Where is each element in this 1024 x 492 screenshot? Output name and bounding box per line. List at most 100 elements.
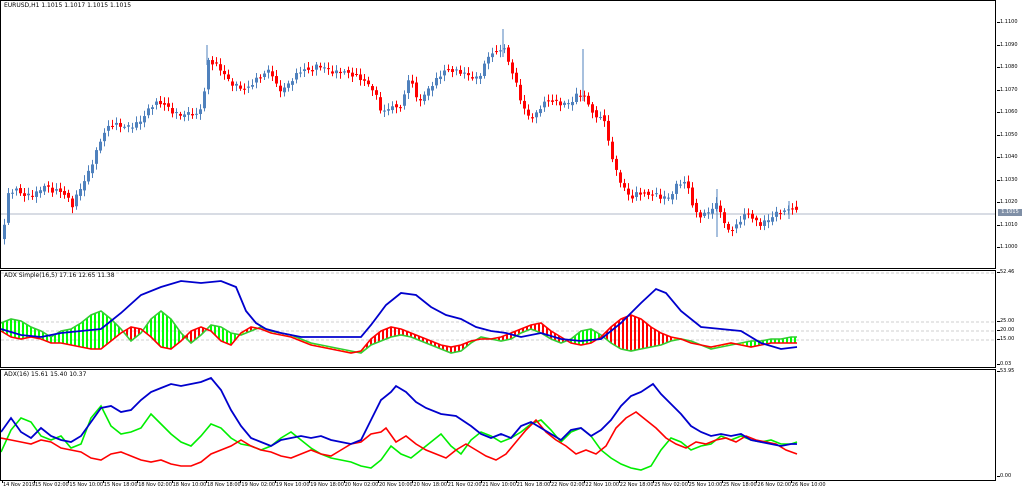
- candle: [783, 208, 786, 216]
- candle: [71, 195, 74, 214]
- candle: [539, 105, 542, 117]
- price-tick-mark: [997, 22, 1000, 23]
- price-tick-label: 1.1000: [1000, 244, 1018, 250]
- candle: [99, 138, 102, 154]
- time-tick-mark: [756, 481, 758, 483]
- candle: [435, 72, 438, 89]
- candle: [491, 47, 494, 63]
- adx-simple-tick-label: 0.03: [1000, 361, 1012, 367]
- candle: [391, 101, 394, 114]
- candle: [703, 209, 706, 219]
- candle: [419, 94, 422, 107]
- candle: [171, 102, 174, 118]
- candle: [631, 189, 634, 203]
- candle: [263, 70, 266, 81]
- candle: [463, 67, 466, 79]
- candle: [743, 208, 746, 226]
- candle: [691, 182, 694, 208]
- candle: [271, 65, 274, 81]
- candle: [3, 218, 6, 245]
- price-tick-label: 1.1050: [1000, 131, 1018, 138]
- candle: [479, 73, 482, 85]
- candle: [19, 184, 22, 196]
- time-axis[interactable]: 14 Nov 2019 15 Nov 02:00 15 Nov 10:00 15 No…: [0, 481, 996, 492]
- time-tick-label: 19 Nov 10:00: [275, 482, 310, 488]
- adx-minus-di-line: [1, 411, 798, 467]
- time-tick-label: 25 Nov 10:00: [688, 482, 723, 488]
- candle: [763, 215, 766, 231]
- candle: [299, 66, 302, 78]
- candle: [611, 136, 614, 163]
- candle: [35, 186, 38, 203]
- candle: [287, 80, 290, 92]
- adx-axis[interactable]: 53.95 0.00: [997, 368, 1024, 481]
- time-tick-label: 19 Nov 18:00: [310, 482, 344, 488]
- time-tick-mark: [722, 481, 723, 483]
- adx-plus-di-line: [1, 404, 798, 471]
- candle: [91, 159, 94, 179]
- candle: [403, 90, 406, 110]
- time-tick-mark: [206, 481, 207, 483]
- candle: [211, 56, 214, 71]
- adx-simple-pane[interactable]: ADX Simple(16,5) 17.16 12.65 11.38: [0, 270, 996, 368]
- plus-di-line: [1, 309, 797, 354]
- price-tick-mark: [997, 89, 1000, 91]
- candle: [791, 203, 794, 215]
- time-tick-mark: [274, 481, 276, 483]
- time-tick-mark: [412, 481, 414, 483]
- candle: [399, 104, 402, 112]
- candle: [627, 183, 630, 201]
- candle: [459, 65, 462, 77]
- candle: [607, 115, 610, 146]
- time-tick-label: 19 Nov 02:00: [241, 482, 276, 488]
- candle: [731, 226, 734, 237]
- time-tick-mark: [790, 481, 792, 483]
- candle: [643, 189, 646, 197]
- adx-simple-tick-mark: [997, 321, 1000, 322]
- candle: [243, 83, 246, 95]
- price-tick-label: 1.1070: [1000, 86, 1018, 93]
- price-chart-pane[interactable]: EURUSD,H1 1.1015 1.1017 1.1015 1.1015: [0, 0, 996, 269]
- candle: [315, 62, 318, 76]
- price-tick-label: 1.1090: [1000, 41, 1018, 48]
- price-tick-label: 1.1020: [1000, 199, 1018, 205]
- candle: [267, 65, 270, 79]
- candle: [115, 117, 118, 131]
- candle: [439, 70, 442, 84]
- time-tick-mark: [309, 481, 311, 483]
- minus-di-line: [1, 314, 797, 354]
- adx-tick-label: 0.00: [1000, 473, 1012, 479]
- candle: [339, 67, 342, 79]
- adx-simple-tick-label: 15.00: [1000, 336, 1015, 342]
- candle: [51, 182, 54, 197]
- adx-pane[interactable]: ADX(16) 15.61 15.40 10.37: [0, 369, 996, 481]
- candle: [735, 219, 738, 234]
- candle: [571, 96, 574, 111]
- candle: [355, 68, 358, 77]
- candle: [107, 120, 110, 137]
- candle: [11, 189, 14, 199]
- candle: [723, 208, 726, 229]
- candle: [215, 57, 218, 67]
- candle: [323, 62, 326, 73]
- candle: [719, 200, 722, 218]
- time-tick-mark: [550, 481, 551, 483]
- price-tick-label: 1.1040: [1000, 154, 1018, 160]
- candle: [431, 81, 434, 97]
- time-tick-mark: [68, 481, 70, 483]
- adx-simple-axis[interactable]: 52.46 25.00 20.00 15.00 0.03: [997, 269, 1024, 368]
- time-tick-mark: [343, 481, 345, 483]
- candle: [335, 65, 338, 79]
- candle: [151, 104, 154, 115]
- candle: [415, 76, 418, 102]
- candle: [495, 45, 498, 55]
- time-tick-mark: [515, 481, 517, 483]
- time-tick-label: 20 Nov 10:00: [379, 482, 413, 488]
- price-axis[interactable]: 1.1100 1.1090 1.1080 1.1070 1.1060 1.1050 1.10…: [997, 0, 1024, 269]
- candle: [259, 74, 262, 83]
- time-tick-mark: [618, 481, 620, 483]
- candle: [131, 122, 134, 133]
- candle: [247, 80, 250, 93]
- price-tick-label: 1.1010: [1000, 221, 1018, 228]
